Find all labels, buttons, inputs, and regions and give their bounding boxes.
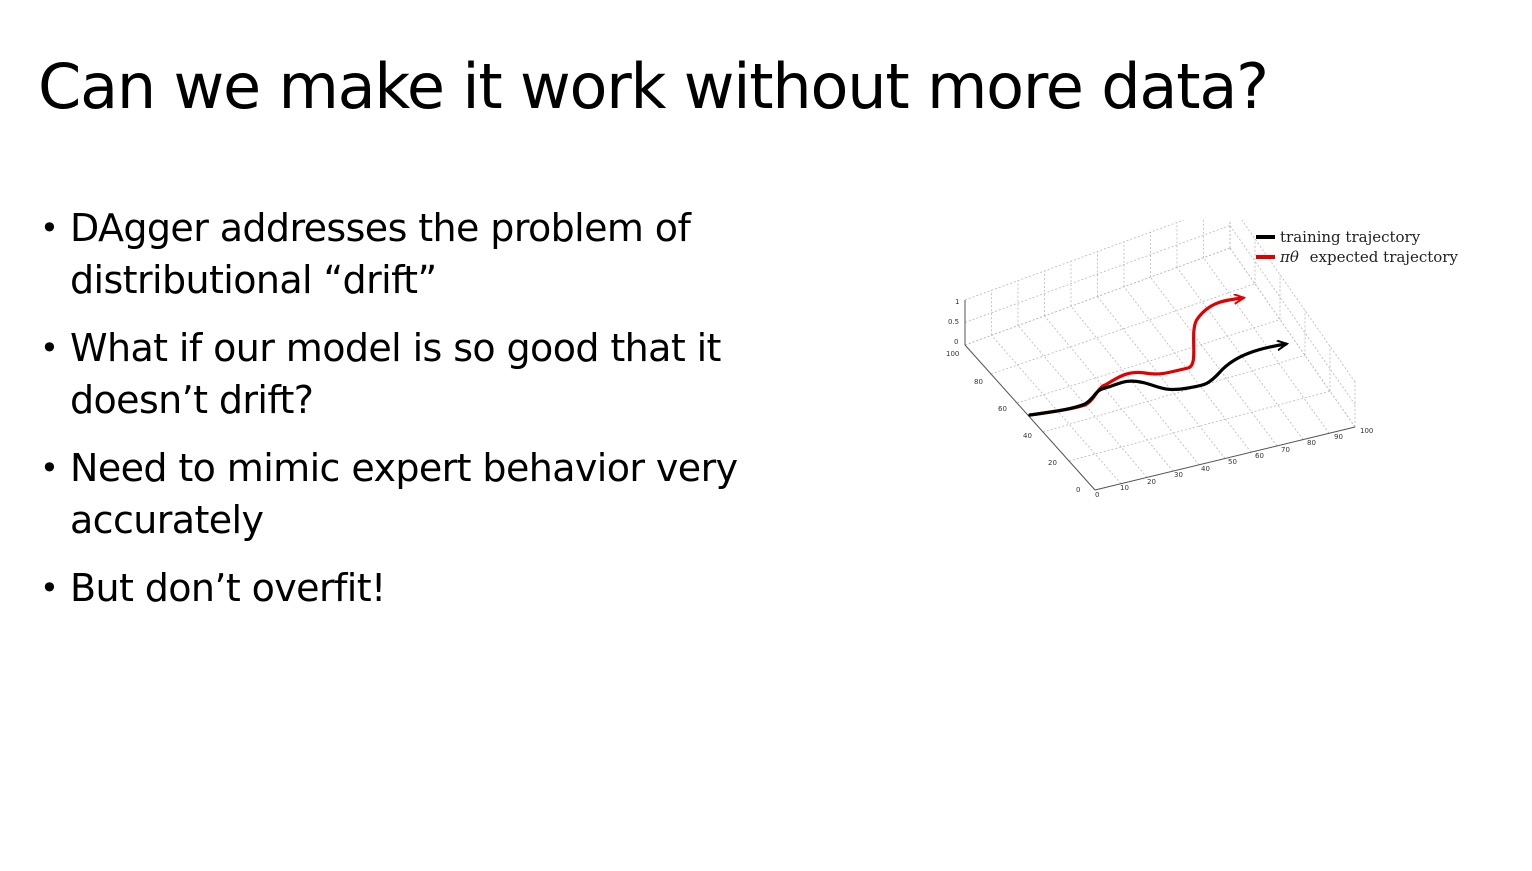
back-wall-grid-line bbox=[964, 220, 1185, 301]
bullet-item: • Need to mimic expert behavior very acc… bbox=[40, 442, 840, 546]
floor-grid-line bbox=[991, 335, 1122, 484]
floor-grid-line bbox=[964, 247, 1231, 346]
trajectory-figure: 1 0.5 0 100 80 60 40 20 0 0 10 20 30 40 … bbox=[930, 220, 1470, 510]
x-tick-label: 10 bbox=[1120, 484, 1129, 492]
x-tick-label: 50 bbox=[1228, 458, 1237, 466]
bullet-item: • What if our model is so good that it d… bbox=[40, 322, 840, 426]
z-tick-label: 1 bbox=[955, 298, 959, 306]
x-tick-label: 80 bbox=[1307, 439, 1316, 447]
legend-policy-text: expected trajectory bbox=[1310, 248, 1459, 266]
bullet-dot-icon: • bbox=[40, 329, 59, 367]
floor-grid-line bbox=[1229, 247, 1356, 428]
legend: training trajectory πθ expected trajecto… bbox=[1256, 228, 1458, 266]
floor-grid-line bbox=[1203, 257, 1330, 434]
y-axis-ticks: 100 80 60 40 20 0 bbox=[946, 350, 1080, 494]
floor-grid-line bbox=[1150, 276, 1278, 447]
bullet-item: • But don’t overfit! bbox=[40, 562, 840, 614]
axis-lines bbox=[964, 300, 1356, 491]
legend-training-label: training trajectory bbox=[1280, 228, 1421, 246]
x-tick-label: 90 bbox=[1334, 433, 1343, 441]
y-tick-label: 0 bbox=[1076, 486, 1080, 494]
y-tick-label: 60 bbox=[998, 405, 1007, 413]
bullet-text: What if our model is so good that it doe… bbox=[70, 326, 721, 422]
slide-title: Can we make it work without more data? bbox=[38, 50, 1269, 123]
y-tick-label: 40 bbox=[1023, 432, 1032, 440]
back-wall-grid-line bbox=[964, 225, 1231, 323]
x-tick-label: 30 bbox=[1174, 471, 1183, 479]
floor-grid-line bbox=[1042, 355, 1306, 433]
floor-grid-line bbox=[1017, 325, 1148, 478]
z-tick-label: 0 bbox=[954, 338, 958, 346]
floor-grid-line bbox=[1070, 305, 1200, 466]
bullet-dot-icon: • bbox=[40, 449, 59, 487]
bullet-text: But don’t overfit! bbox=[70, 566, 386, 610]
z-axis-ticks: 1 0.5 0 bbox=[948, 298, 959, 346]
legend-policy-label: πθ expected trajectory bbox=[1279, 248, 1458, 266]
floor-grid bbox=[964, 247, 1356, 491]
floor-grid-line bbox=[1176, 267, 1304, 440]
bullet-text: Need to mimic expert behavior very accur… bbox=[70, 446, 738, 542]
bullet-text: DAgger addresses the problem of distribu… bbox=[70, 206, 691, 302]
floor-grid-line bbox=[1068, 390, 1331, 462]
y-tick-label: 80 bbox=[974, 378, 983, 386]
x-axis-line bbox=[1094, 426, 1356, 491]
x-tick-label: 70 bbox=[1281, 446, 1290, 454]
back-wall-grid bbox=[964, 220, 1231, 346]
x-tick-label: 60 bbox=[1255, 452, 1264, 460]
side-wall-grid-line bbox=[1229, 225, 1356, 405]
x-tick-label: 100 bbox=[1360, 427, 1373, 435]
floor-grid-line bbox=[990, 283, 1256, 375]
bullet-list: • DAgger addresses the problem of distri… bbox=[40, 202, 840, 630]
z-tick-label: 0.5 bbox=[948, 318, 959, 326]
x-tick-label: 20 bbox=[1147, 478, 1156, 486]
x-tick-label: 40 bbox=[1201, 465, 1210, 473]
y-tick-label: 20 bbox=[1048, 459, 1057, 467]
policy-trajectory-line bbox=[1028, 298, 1243, 417]
x-axis-ticks: 0 10 20 30 40 50 60 70 80 90 100 bbox=[1095, 427, 1373, 499]
bullet-item: • DAgger addresses the problem of distri… bbox=[40, 202, 840, 306]
training-trajectory-line bbox=[1028, 344, 1286, 417]
bullet-dot-icon: • bbox=[40, 569, 59, 607]
y-axis-line bbox=[964, 344, 1096, 491]
bullet-dot-icon: • bbox=[40, 209, 59, 247]
legend-policy-symbol: πθ bbox=[1279, 248, 1299, 266]
side-wall-grid-line bbox=[1241, 220, 1356, 383]
floor-grid-line bbox=[1016, 319, 1281, 404]
floor-grid-line bbox=[1044, 315, 1174, 472]
y-tick-label: 100 bbox=[946, 350, 959, 358]
x-tick-label: 0 bbox=[1095, 491, 1099, 499]
trajectory-plot: 1 0.5 0 100 80 60 40 20 0 0 10 20 30 40 … bbox=[946, 220, 1458, 499]
